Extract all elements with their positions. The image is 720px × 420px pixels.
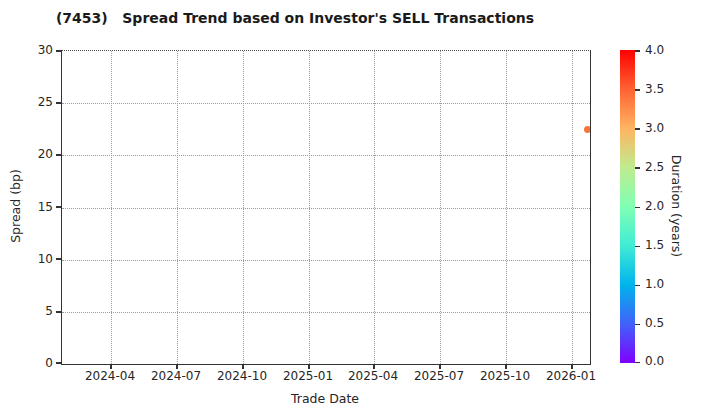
colorbar-tick-mark [635,167,640,169]
v-gridline [506,51,507,364]
x-tick-mark [308,365,310,369]
colorbar-tick-label: 0.0 [645,354,679,368]
colorbar-axis-label: Duration (years) [669,155,684,257]
y-tick-label: 30 [20,43,53,57]
v-gridline [440,51,441,364]
x-tick-mark [176,365,178,369]
x-tick-label: 2024-04 [78,369,142,383]
chart-title: (7453) Spread Trend based on Investor's … [0,10,590,26]
h-gridline [62,208,590,209]
h-gridline [62,155,590,156]
y-tick-label: 10 [20,252,53,266]
colorbar-tick-mark [635,89,640,91]
y-tick-label: 15 [20,200,53,214]
x-tick-mark [571,365,573,369]
x-tick-label: 2024-07 [144,369,208,383]
x-tick-mark [439,365,441,369]
x-tick-mark [505,365,507,369]
v-gridline [309,51,310,364]
colorbar-tick-label: 1.0 [645,277,679,291]
scatter-point [584,126,591,133]
h-gridline [62,312,590,313]
x-tick-mark [373,365,375,369]
chart-figure: (7453) Spread Trend based on Investor's … [0,0,720,420]
colorbar [620,50,635,363]
plot-area [61,50,591,365]
colorbar-tick-label: 0.5 [645,316,679,330]
x-tick-mark [242,365,244,369]
x-tick-mark [110,365,112,369]
y-axis-label: Spread (bp) [8,169,23,243]
colorbar-tick-mark [635,246,640,248]
colorbar-tick-mark [635,362,640,364]
x-axis-label: Trade Date [61,391,589,406]
v-gridline [111,51,112,364]
colorbar-tick-mark [635,128,640,130]
v-gridline [243,51,244,364]
colorbar-tick-mark [635,324,640,326]
colorbar-tick-mark [635,285,640,287]
y-tick-label: 0 [20,356,53,370]
v-gridline [177,51,178,364]
v-gridline [374,51,375,364]
colorbar-tick-label: 3.0 [645,121,679,135]
y-tick-label: 20 [20,147,53,161]
h-gridline [62,260,590,261]
y-tick-label: 5 [20,304,53,318]
colorbar-tick-mark [635,50,640,52]
v-gridline [572,51,573,364]
colorbar-tick-mark [635,207,640,209]
x-tick-label: 2025-10 [473,369,537,383]
x-tick-label: 2024-10 [210,369,274,383]
colorbar-tick-label: 3.5 [645,82,679,96]
x-tick-label: 2025-01 [276,369,340,383]
x-tick-label: 2025-04 [341,369,405,383]
x-tick-label: 2026-01 [539,369,603,383]
y-tick-label: 25 [20,95,53,109]
colorbar-tick-label: 4.0 [645,43,679,57]
h-gridline [62,103,590,104]
x-tick-label: 2025-07 [407,369,471,383]
